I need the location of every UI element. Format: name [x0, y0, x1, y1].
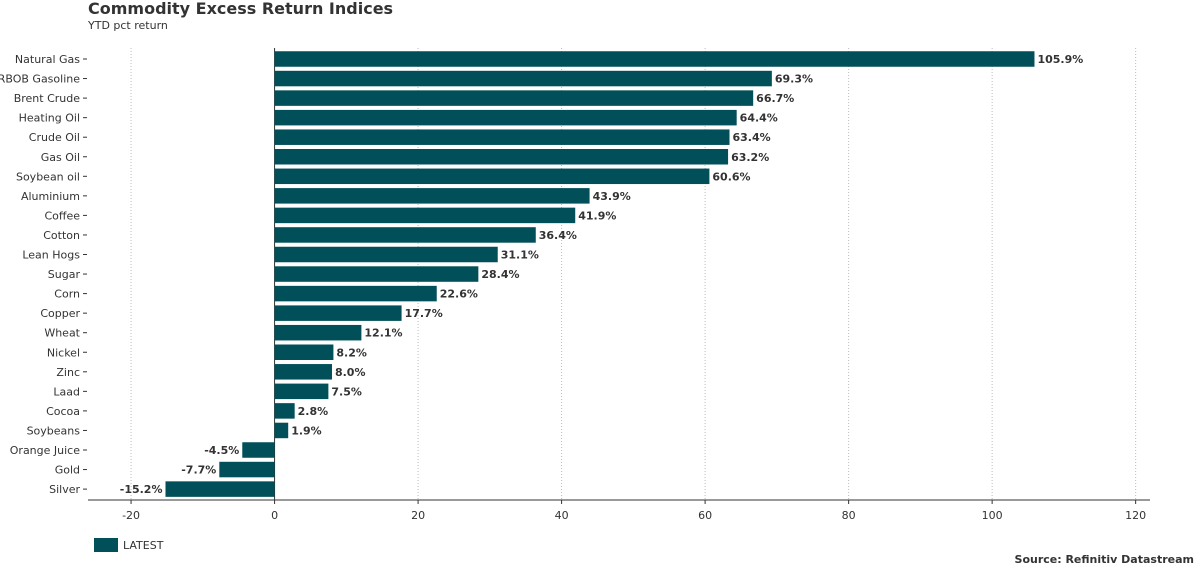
x-tick-label: 20 [411, 509, 425, 522]
x-tick-label: 0 [271, 509, 278, 522]
category-label: Silver [49, 483, 80, 496]
bar [274, 246, 498, 263]
data-label: 66.7% [756, 92, 794, 105]
bar [274, 285, 437, 302]
bar [274, 324, 362, 341]
bar [274, 109, 737, 126]
category-label: Zinc [56, 366, 80, 379]
data-label: 105.9% [1037, 53, 1083, 66]
category-label: Gas Oil [41, 151, 80, 164]
category-label: Copper [40, 307, 80, 320]
category-label: Aluminium [21, 190, 80, 203]
category-label: Coffee [44, 209, 80, 222]
category-label: Cotton [43, 229, 80, 242]
category-label: Crude Oil [29, 131, 80, 144]
bar [274, 266, 479, 282]
data-label: 8.0% [335, 366, 366, 379]
bar [274, 129, 730, 145]
x-tick-label: 60 [698, 509, 712, 522]
bar [274, 51, 1035, 67]
chart-subtitle: YTD pct return [88, 19, 168, 32]
data-label: 31.1% [501, 249, 539, 262]
bar [274, 70, 772, 87]
data-label: 2.8% [298, 405, 329, 418]
legend-swatch [94, 538, 118, 552]
x-tick-label: 100 [982, 509, 1003, 522]
data-label: 43.9% [593, 190, 631, 203]
bar [274, 344, 334, 360]
category-label: Corn [54, 288, 80, 301]
data-label: 60.6% [712, 170, 750, 183]
bar [274, 227, 536, 243]
source-note: Source: Refinitiv Datastream [1014, 553, 1194, 566]
data-label: 7.5% [331, 385, 362, 398]
data-label: 22.6% [440, 288, 478, 301]
data-label: 12.1% [364, 327, 402, 340]
legend: LATEST [94, 538, 163, 552]
category-label: Soybean oil [16, 170, 80, 183]
x-tick-label: 40 [555, 509, 569, 522]
category-label: Nickel [47, 346, 80, 359]
bar [274, 383, 329, 400]
data-label: 36.4% [539, 229, 577, 242]
data-label: 63.2% [731, 151, 769, 164]
x-tick-label: -20 [122, 509, 140, 522]
bar [165, 481, 275, 497]
bar-chart: -20 0 20 40 60 80 100 120 Natural Gas 105.9% RBOB … [0, 48, 1150, 522]
bar [242, 442, 275, 458]
data-label: 28.4% [481, 268, 519, 281]
category-label: RBOB Gasoline [0, 73, 80, 86]
category-label: Heating Oil [19, 112, 80, 125]
category-label: Wheat [44, 327, 80, 340]
category-label: Soybeans [27, 424, 81, 437]
bar [274, 364, 332, 380]
legend-label: LATEST [123, 538, 164, 552]
data-label: 8.2% [336, 346, 367, 359]
data-label: 41.9% [578, 209, 616, 222]
chart-title: Commodity Excess Return Indices [88, 0, 394, 18]
category-label: Brent Crude [14, 92, 81, 105]
bar [274, 168, 710, 185]
data-label: 1.9% [291, 424, 322, 437]
category-label: Natural Gas [15, 53, 80, 66]
bar [274, 90, 754, 106]
bar [274, 403, 295, 419]
bar [274, 207, 576, 224]
category-label: Gold [55, 464, 80, 477]
category-label: Lean Hogs [22, 249, 80, 262]
x-tick-label: 120 [1125, 509, 1146, 522]
data-label: -7.7% [181, 464, 216, 477]
bar [274, 305, 402, 321]
data-label: 69.3% [775, 73, 813, 86]
data-label: 17.7% [405, 307, 443, 320]
bar [274, 188, 590, 204]
data-label: 63.4% [733, 131, 771, 144]
data-label: -4.5% [204, 444, 239, 457]
bar [219, 461, 275, 478]
bar [274, 422, 289, 439]
category-label: Orange Juice [10, 444, 80, 457]
data-label: 64.4% [740, 112, 778, 125]
bar [274, 149, 729, 165]
data-label: -15.2% [120, 483, 163, 496]
category-label: Laad [53, 385, 80, 398]
x-tick-label: 80 [842, 509, 856, 522]
category-label: Sugar [48, 268, 81, 281]
category-label: Cocoa [46, 405, 80, 418]
